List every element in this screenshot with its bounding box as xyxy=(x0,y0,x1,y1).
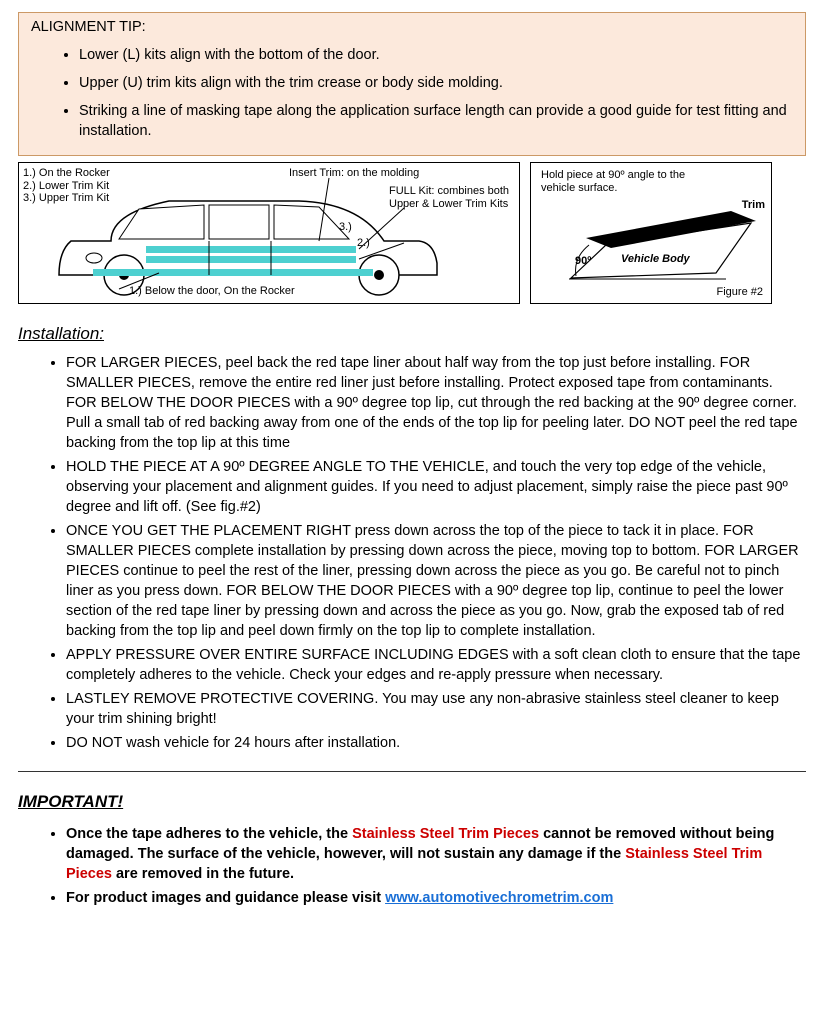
install-step: LASTLEY REMOVE PROTECTIVE COVERING. You … xyxy=(66,689,806,729)
angle-diagram: Hold piece at 90º angle to the vehicle s… xyxy=(530,162,772,304)
car-diagram: 1.) On the Rocker 2.) Lower Trim Kit 3.)… xyxy=(18,162,520,304)
install-step: ONCE YOU GET THE PLACEMENT RIGHT press d… xyxy=(66,521,806,641)
trim-label: Trim xyxy=(742,199,765,212)
label-2: 2.) xyxy=(357,237,370,250)
car-legend: 1.) On the Rocker 2.) Lower Trim Kit 3.)… xyxy=(23,167,110,205)
important-title: IMPORTANT! xyxy=(18,790,806,813)
diagrams-row: 1.) On the Rocker 2.) Lower Trim Kit 3.)… xyxy=(18,162,806,304)
alignment-tip-box: ALIGNMENT TIP: Lower (L) kits align with… xyxy=(18,12,806,156)
tip-item: Lower (L) kits align with the bottom of … xyxy=(79,45,793,65)
label-3: 3.) xyxy=(339,221,352,234)
angle-90: 90º xyxy=(575,255,591,268)
important-item: Once the tape adheres to the vehicle, th… xyxy=(66,824,806,884)
full-kit-label: FULL Kit: combines both Upper & Lower Tr… xyxy=(389,185,514,210)
important-item: For product images and guidance please v… xyxy=(66,888,806,908)
important-list: Once the tape adheres to the vehicle, th… xyxy=(18,824,806,908)
install-step: APPLY PRESSURE OVER ENTIRE SURFACE INCLU… xyxy=(66,645,806,685)
install-step: HOLD THE PIECE AT A 90º DEGREE ANGLE TO … xyxy=(66,457,806,517)
label-1: 1.) Below the door, On the Rocker xyxy=(129,285,295,298)
tip-list: Lower (L) kits align with the bottom of … xyxy=(31,45,793,141)
installation-title: Installation: xyxy=(18,322,806,345)
product-link[interactable]: www.automotivechrometrim.com xyxy=(385,890,613,906)
vehicle-body-label: Vehicle Body xyxy=(621,253,690,266)
figure-label: Figure #2 xyxy=(717,286,763,299)
install-step: FOR LARGER PIECES, peel back the red tap… xyxy=(66,353,806,453)
tip-title: ALIGNMENT TIP: xyxy=(31,17,793,37)
hold-label: Hold piece at 90º angle to the vehicle s… xyxy=(541,169,706,194)
installation-list: FOR LARGER PIECES, peel back the red tap… xyxy=(18,353,806,753)
tip-item: Upper (U) trim kits align with the trim … xyxy=(79,73,793,93)
tip-item: Striking a line of masking tape along th… xyxy=(79,101,793,141)
divider xyxy=(18,771,806,772)
install-step: DO NOT wash vehicle for 24 hours after i… xyxy=(66,733,806,753)
insert-trim-label: Insert Trim: on the molding xyxy=(289,167,419,180)
